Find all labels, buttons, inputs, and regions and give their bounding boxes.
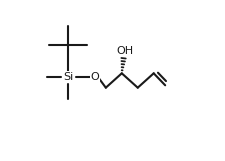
Text: OH: OH bbox=[116, 46, 133, 56]
Text: O: O bbox=[90, 72, 99, 82]
Text: Si: Si bbox=[63, 72, 73, 82]
